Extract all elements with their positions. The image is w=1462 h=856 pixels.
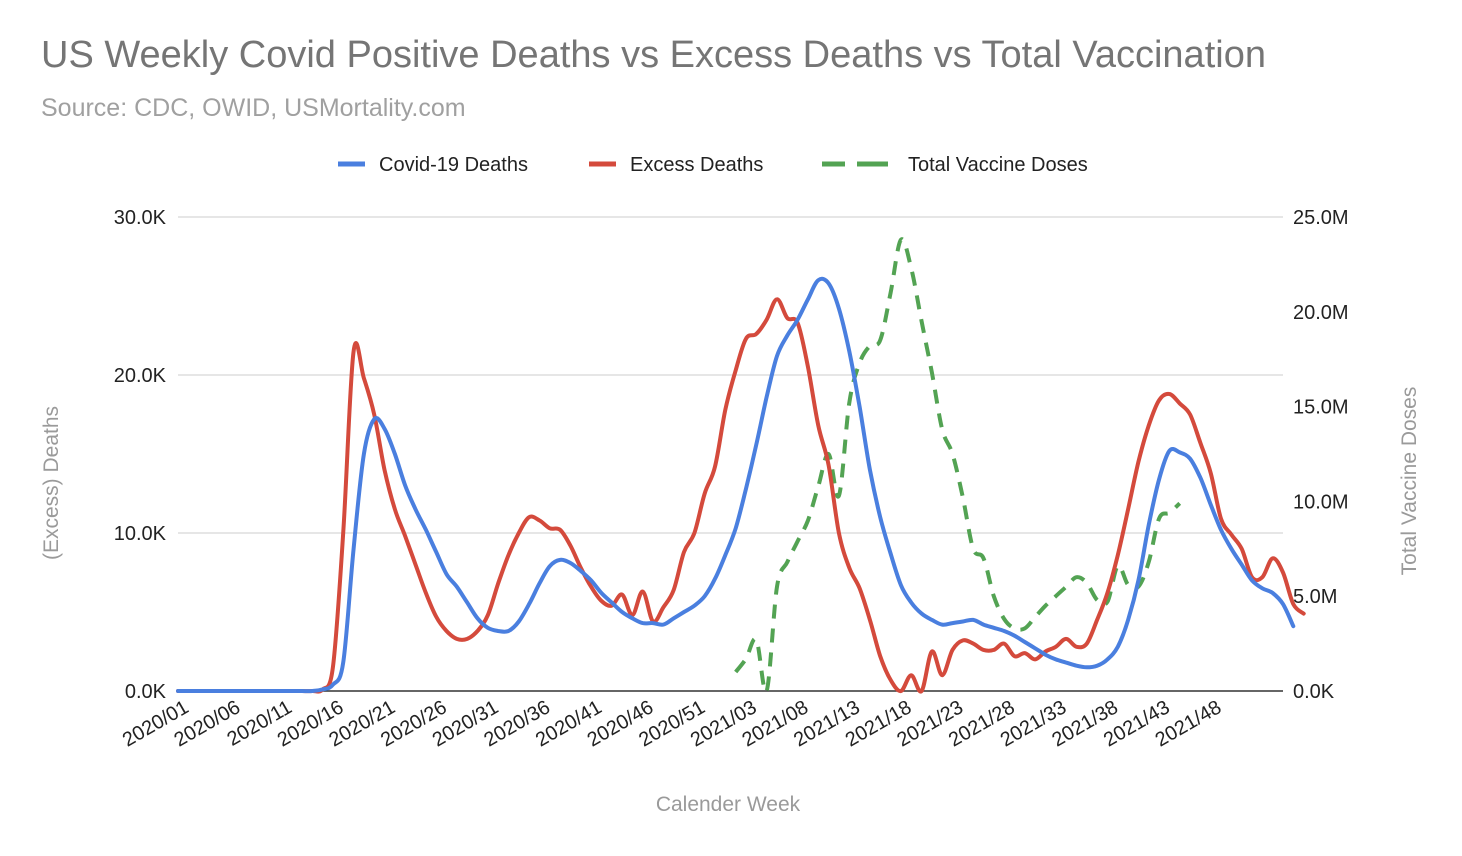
x-axis-ticks: 2020/012020/062020/112020/162020/212020/… [119,696,1225,751]
legend-label-total-vaccine-doses: Total Vaccine Doses [908,154,1088,176]
y-tick-label-right: 5.0M [1293,586,1337,608]
x-axis-label: Calender Week [656,793,801,816]
y-tick-label-left: 20.0K [114,365,167,387]
left-axis-ticks: 0.0K 10.0K 20.0K 30.0K [114,207,167,703]
y-tick-label-right: 20.0M [1293,302,1349,324]
y-tick-label-right: 25.0M [1293,207,1349,229]
covid-19-deaths-line [176,276,1296,694]
y-tick-label-left: 10.0K [114,523,167,545]
y-tick-label-right: 15.0M [1293,397,1349,419]
excess-deaths-line [176,297,1306,694]
chart-title: US Weekly Covid Positive Deaths vs Exces… [41,34,1266,76]
series-lines [176,237,1306,694]
y-tick-label-right: 10.0M [1293,491,1349,513]
total-vaccine-doses-line [734,237,1182,694]
left-axis-label: (Excess) Deaths [40,406,63,560]
y-tick-label-right: 0.0K [1293,681,1335,703]
right-axis-label: Total Vaccine Doses [1398,387,1421,576]
right-axis-ticks: 0.0K 5.0M 10.0M 15.0M 20.0M 25.0M [1293,207,1349,703]
y-tick-label-left: 0.0K [125,681,167,703]
legend-label-covid-19-deaths: Covid-19 Deaths [379,154,528,176]
y-tick-label-left: 30.0K [114,207,167,229]
legend: Covid-19 Deaths Excess Deaths Total Vaccin… [338,154,1088,176]
chart-subtitle: Source: CDC, OWID, USMortality.com [41,94,466,122]
gridlines [178,216,1283,692]
legend-label-excess-deaths: Excess Deaths [630,154,763,176]
